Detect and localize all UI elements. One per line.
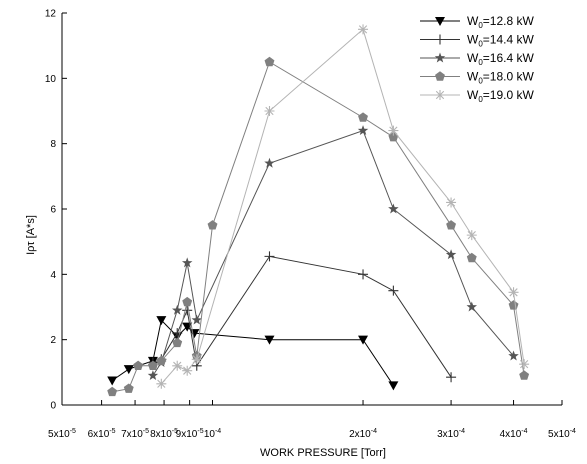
data-point (181, 257, 193, 268)
x-tick-label: 6x10-5 (88, 428, 116, 440)
data-point (388, 125, 399, 136)
data-point (172, 360, 183, 371)
y-tick-label: 12 (45, 9, 57, 20)
data-point (446, 372, 457, 383)
legend-label: W0=18.0 kW (467, 70, 534, 86)
data-point (133, 360, 144, 371)
data-point (123, 383, 134, 393)
y-tick-label: 10 (45, 74, 57, 85)
y-tick-label: 6 (50, 205, 56, 216)
series-line (152, 129, 514, 376)
data-point (147, 360, 158, 371)
data-point (358, 335, 369, 345)
data-point (182, 296, 193, 307)
legend-item: W0=14.4 kW (420, 33, 534, 49)
series-2 (147, 251, 457, 383)
legend-label: W0=16.4 kW (467, 51, 534, 67)
data-point (264, 106, 275, 116)
data-point (466, 252, 477, 263)
data-point (207, 220, 218, 230)
data-point (264, 251, 275, 262)
data-point (519, 359, 530, 370)
y-tick-label: 8 (50, 139, 56, 150)
data-point (446, 220, 457, 230)
data-point (435, 34, 445, 45)
y-axis-title: Iρτ [A*s] (25, 215, 37, 255)
data-point (357, 125, 369, 136)
data-point (388, 381, 399, 391)
legend-item: W0=19.0 kW (420, 88, 534, 104)
data-point (182, 305, 193, 316)
x-tick-label: 5x10-4 (548, 428, 576, 440)
data-point (264, 157, 275, 168)
series-4 (107, 56, 530, 397)
data-point (358, 269, 369, 280)
x-tick-label: 4x10-4 (500, 428, 528, 440)
x-tick-label: 10-4 (204, 428, 221, 440)
data-point (445, 249, 457, 260)
x-tick-label: 7x10-5 (121, 428, 149, 440)
series-line (112, 61, 525, 393)
legend-item: W0=12.8 kW (420, 14, 534, 30)
data-point (434, 52, 446, 63)
legend-label: W0=14.4 kW (467, 33, 534, 49)
series-5 (156, 24, 530, 389)
x-tick-label: 8x10-5 (150, 428, 178, 440)
y-tick-label: 4 (50, 270, 56, 281)
data-point (435, 17, 445, 26)
x-tick-label: 5x10-5 (48, 428, 76, 440)
data-point (358, 24, 369, 35)
data-point (182, 365, 193, 376)
data-point (358, 112, 368, 122)
data-point (388, 203, 399, 214)
legend-item: W0=18.0 kW (420, 70, 534, 86)
data-point (107, 386, 118, 397)
data-point (508, 350, 519, 361)
legend-label: W0=12.8 kW (467, 14, 534, 30)
x-tick-label: 2x10-4 (349, 428, 377, 440)
data-point (264, 335, 275, 345)
y-tick-label: 2 (50, 335, 56, 346)
data-point (123, 365, 134, 375)
legend-item: W0=16.4 kW (420, 51, 534, 67)
data-point (147, 370, 159, 381)
x-axis-title: WORK PRESSURE [Torr] (260, 447, 386, 459)
data-point (519, 370, 530, 380)
data-point (156, 316, 167, 326)
legend-label: W0=19.0 kW (467, 88, 534, 104)
data-point (191, 314, 202, 325)
data-point (107, 376, 118, 386)
series-3 (147, 125, 519, 381)
data-point (191, 354, 202, 365)
data-point (508, 287, 519, 298)
data-point (446, 197, 457, 208)
legend: W0=12.8 kW W0=14.4 kW W0=16.4 kW W0=18.0 kW… (420, 14, 534, 104)
x-tick-label: 3x10-4 (437, 428, 465, 440)
data-point (156, 378, 167, 389)
data-point (435, 71, 445, 81)
data-point (435, 90, 445, 100)
series-layer (107, 24, 530, 397)
data-point (264, 56, 275, 67)
data-point (466, 230, 477, 241)
y-tick-label: 0 (50, 401, 56, 412)
data-point (466, 301, 477, 312)
data-point (171, 304, 183, 315)
data-point (172, 328, 183, 339)
x-tick-label: 9x10-5 (176, 428, 204, 440)
data-point (172, 337, 183, 348)
data-point (388, 285, 399, 296)
data-point (156, 355, 167, 366)
